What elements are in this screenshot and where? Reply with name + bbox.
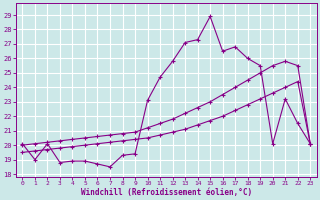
X-axis label: Windchill (Refroidissement éolien,°C): Windchill (Refroidissement éolien,°C) [81, 188, 252, 197]
